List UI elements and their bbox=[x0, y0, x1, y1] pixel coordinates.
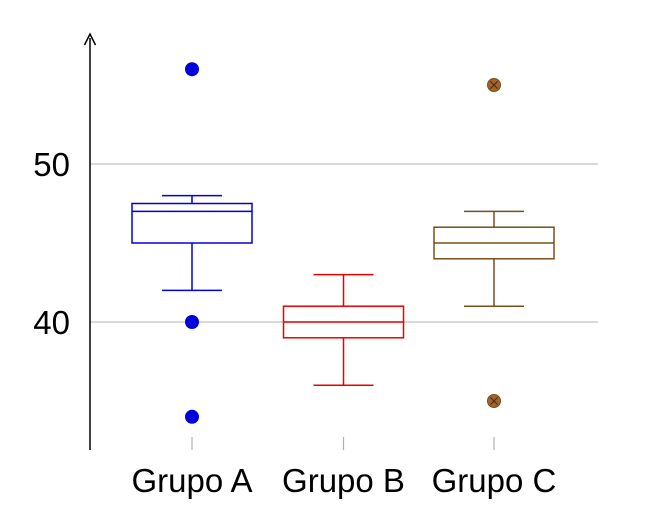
outlier-cross-b bbox=[490, 397, 498, 405]
outlier-point bbox=[487, 78, 501, 92]
box-1 bbox=[131, 62, 253, 424]
axes bbox=[83, 32, 97, 450]
y-tick-label: 40 bbox=[33, 304, 70, 341]
y-tick-label: 50 bbox=[33, 146, 70, 183]
y-axis-arrowhead bbox=[83, 32, 97, 46]
outlier-point bbox=[185, 409, 199, 424]
box-2 bbox=[282, 273, 405, 386]
outlier-point bbox=[185, 315, 199, 329]
outlier-point bbox=[487, 394, 501, 408]
box-3 bbox=[433, 78, 555, 408]
y-tick-labels: 40 50 bbox=[33, 146, 70, 341]
outlier-cross-b bbox=[490, 81, 498, 89]
x-tick-label: Grupo B bbox=[282, 462, 405, 499]
outlier-point bbox=[185, 62, 199, 77]
x-tick-label: Grupo C bbox=[432, 462, 557, 499]
boxes bbox=[131, 62, 555, 424]
x-tick-label: Grupo A bbox=[131, 462, 252, 499]
iqr-box bbox=[131, 202, 253, 244]
x-tick-labels: Grupo A Grupo B Grupo C bbox=[131, 437, 556, 499]
